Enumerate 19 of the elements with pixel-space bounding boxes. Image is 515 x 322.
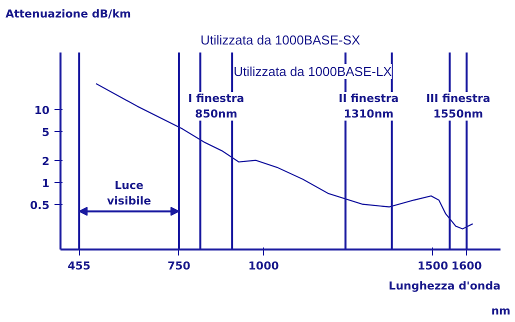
- x-tick-label: 750: [167, 260, 191, 272]
- annotation: Luce visibile: [106, 179, 152, 208]
- y-tick-label: 10: [34, 104, 50, 117]
- y-tick-label: 0.5: [30, 198, 50, 212]
- annotation: II finestra 1310nm: [338, 92, 399, 121]
- annotation: I finestra 850nm: [188, 92, 244, 121]
- text: Utilizzata da 1000BASE-SX: [200, 32, 361, 48]
- y-axis-title: Attenuazione dB/km: [6, 8, 131, 20]
- x-tick-label: 455: [68, 260, 91, 272]
- y-tick-label: 1: [42, 176, 50, 190]
- annotation: III finestra 1550nm: [426, 92, 490, 121]
- y-tick-label: 5: [42, 126, 50, 139]
- annotation: Utilizzata da 1000BASE-LX: [234, 64, 392, 79]
- x-tick-label: 1000: [248, 260, 280, 272]
- x-tick-label: 1600: [451, 260, 482, 272]
- x-tick-label: 1500: [418, 260, 448, 272]
- y-tick-label: 2: [42, 154, 50, 168]
- x-axis-title: Lunghezza d'onda: [388, 280, 501, 292]
- text: nm: [491, 304, 511, 318]
